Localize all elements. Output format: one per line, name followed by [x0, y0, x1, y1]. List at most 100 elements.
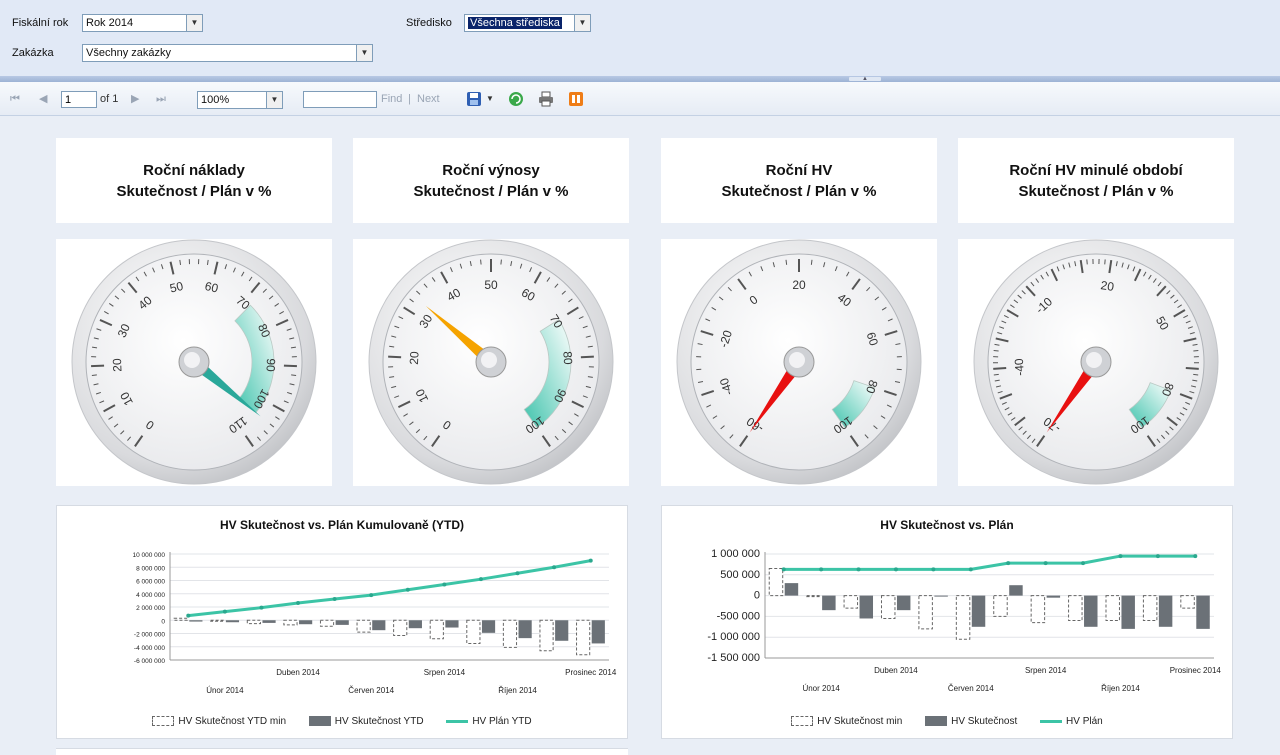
gauge-minor-tick [1003, 314, 1009, 319]
first-page-icon[interactable]: ⏮ [10, 93, 20, 105]
zoom-value: 100% [201, 94, 230, 106]
gauge-minor-tick [729, 434, 734, 439]
gauge-minor-tick [449, 267, 453, 273]
gauge-major-tick [700, 330, 714, 336]
gauge-major-tick [403, 306, 416, 316]
gauge-minor-tick [993, 373, 999, 376]
bar-solid [971, 595, 986, 627]
fiscal-year-select[interactable]: Rok 2014 ▼ [82, 14, 203, 32]
gauge-minor-tick [1040, 274, 1044, 280]
refresh-icon[interactable] [508, 91, 524, 107]
gauge-tile: 0 10 20 30 40 50 60 70 80 90 100 110 [56, 239, 332, 486]
bar-solid [335, 620, 349, 625]
find-input[interactable] [303, 91, 377, 108]
gauge-major-tick [1036, 435, 1046, 447]
fiscal-year-value: Rok 2014 [86, 17, 134, 29]
gauge-minor-tick [1068, 262, 1071, 268]
gauge-tick-label: 20 [1100, 278, 1116, 294]
page-layout-icon[interactable] [568, 91, 584, 107]
y-tick-label: 2 000 000 [136, 605, 165, 612]
gauge-minor-tick [578, 316, 584, 320]
gauge-minor-tick [1185, 401, 1191, 405]
order-select[interactable]: Všechny zakázky ▼ [82, 44, 373, 62]
gauge-minor-tick [1185, 320, 1191, 324]
y-tick-label: 500 000 [720, 569, 760, 581]
plan-point [781, 567, 786, 572]
legend-label: HV Skutečnost YTD min [178, 715, 287, 727]
gauge-major-tick [388, 355, 402, 359]
find-link[interactable]: Find [381, 93, 403, 105]
chart-monthly: 1 000 000 500 000 0 -500 000 -1 000 000 -1 50… [707, 548, 1221, 693]
gauge-major-tick [737, 278, 747, 291]
print-icon[interactable] [538, 91, 554, 107]
gauge-major-tick [995, 337, 1009, 343]
gauge-minor-tick [1193, 350, 1199, 352]
gauge-minor-tick [241, 271, 245, 277]
gauge-minor-tick [886, 404, 892, 408]
plan-point [296, 601, 301, 606]
gauge-minor-tick [823, 262, 826, 268]
x-tick-label: Duben 2014 [874, 666, 918, 675]
chevron-down-icon[interactable]: ▼ [186, 15, 202, 31]
gauge-major-tick [275, 319, 289, 327]
chevron-down-icon[interactable]: ▼ [356, 45, 372, 61]
next-page-icon[interactable]: ▶ [131, 93, 140, 105]
gauge-minor-tick [574, 413, 579, 417]
gauge-minor-tick [1193, 373, 1199, 376]
x-tick-label: Červen 2014 [348, 686, 394, 695]
center-select[interactable]: Všechna střediska ▼ [464, 14, 591, 32]
gauge-major-tick [1166, 416, 1178, 427]
gauge-minor-tick [895, 343, 901, 346]
gauge-hub-highlight [481, 352, 497, 368]
chevron-down-icon[interactable]: ▼ [574, 15, 590, 31]
gauge-major-tick [1173, 309, 1186, 318]
gauge-minor-tick [283, 400, 289, 404]
gauge-major-tick [541, 435, 551, 447]
gauge-minor-tick [561, 290, 566, 295]
last-page-icon[interactable]: ⏭ [156, 93, 166, 105]
chevron-down-icon[interactable]: ▼ [266, 92, 282, 108]
plan-point [442, 582, 447, 587]
gauge-major-tick [571, 400, 585, 409]
previous-page-icon[interactable]: ◀ [39, 93, 48, 105]
gauge-major-tick [1185, 367, 1199, 370]
gauge-range-band [1128, 382, 1172, 429]
panel-splitter[interactable] [0, 76, 1280, 82]
gauge-minor-tick [91, 374, 97, 377]
gauge-minor-tick [391, 335, 397, 338]
bar-solid [189, 620, 203, 622]
gauge-major-tick [1050, 268, 1059, 282]
gauge-major-tick [851, 278, 861, 291]
plan-point [819, 567, 824, 572]
gauge-minor-tick [585, 335, 591, 338]
export-dropdown-icon[interactable]: ▼ [486, 94, 494, 103]
kpi-title-tile: Roční HV minulé období Skutečnost / Plán … [958, 138, 1234, 223]
export-save-icon[interactable] [466, 91, 482, 107]
gauge-minor-tick [997, 332, 1003, 335]
zoom-select[interactable]: 100% ▼ [197, 91, 283, 109]
plan-point [1006, 561, 1011, 566]
plan-line [783, 554, 1196, 571]
gauge-minor-tick [1183, 314, 1189, 319]
gauge-major-tick [1108, 259, 1113, 274]
legend-swatch-bar [308, 716, 331, 727]
legend-item: HV Skutečnost YTD min [152, 716, 286, 727]
plan-point [588, 558, 593, 563]
x-tick-label: Srpen 2014 [424, 668, 466, 677]
gauge-minor-tick [108, 303, 114, 307]
legend-label: HV Skutečnost YTD [334, 715, 424, 727]
fiscal-year-label: Fiskální rok [12, 17, 69, 29]
gauge-tick-label: 50 [484, 278, 498, 292]
gauge-minor-tick [1132, 266, 1136, 272]
page-number-input[interactable] [61, 91, 97, 108]
next-link[interactable]: Next [417, 93, 440, 105]
collapse-handle-icon[interactable]: ▲ [849, 76, 881, 82]
plan-line [188, 559, 591, 618]
gauge-minor-tick [1189, 390, 1195, 394]
plan-point [1081, 561, 1086, 566]
bar-dashed [246, 619, 261, 625]
x-tick-label: Říjen 2014 [1101, 684, 1140, 693]
gauge-minor-tick [1156, 438, 1161, 444]
chart-title: HV Skutečnost vs. Plán Kumulovaně (YTD) [219, 518, 465, 532]
gauge-range-band [523, 319, 572, 429]
